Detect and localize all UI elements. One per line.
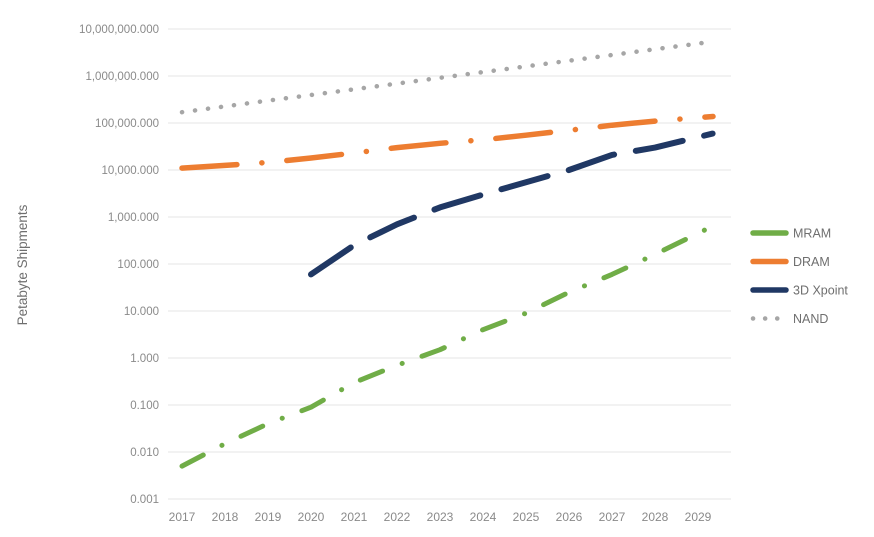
x-tick-label: 2024 bbox=[470, 510, 497, 524]
x-tick-label: 2029 bbox=[685, 510, 712, 524]
y-tick-labels: 10,000,000.000 1,000,000.000 100,000.000 10… bbox=[79, 24, 159, 506]
y-tick-label: 1,000.000 bbox=[108, 212, 159, 224]
y-tick-label: 0.001 bbox=[130, 494, 159, 506]
x-tick-label: 2021 bbox=[341, 510, 368, 524]
x-tick-label: 2027 bbox=[599, 510, 626, 524]
x-tick-label: 2023 bbox=[427, 510, 454, 524]
legend-item-mram: MRAM bbox=[750, 227, 831, 241]
x-tick-label: 2026 bbox=[556, 510, 583, 524]
series-line-nand bbox=[179, 39, 716, 115]
y-tick-label: 10.000 bbox=[124, 306, 159, 318]
legend: MRAM DRAM 3D Xpoint NAND bbox=[750, 227, 848, 326]
legend-item-dram: DRAM bbox=[750, 255, 830, 269]
series-line-dram bbox=[179, 113, 716, 171]
y-tick-label: 0.010 bbox=[130, 447, 159, 459]
legend-label: DRAM bbox=[793, 255, 830, 269]
x-tick-label: 2020 bbox=[298, 510, 325, 524]
legend-label: NAND bbox=[793, 312, 828, 326]
x-tick-labels: 2017 2018 2019 2020 2021 2022 2023 2024 2025 2026… bbox=[169, 510, 712, 524]
x-tick-label: 2022 bbox=[384, 510, 411, 524]
x-tick-label: 2025 bbox=[513, 510, 540, 524]
x-tick-label: 2028 bbox=[642, 510, 669, 524]
y-tick-label: 10,000,000.000 bbox=[79, 24, 159, 36]
y-axis-title: Petabyte Shipments bbox=[15, 204, 30, 325]
y-tick-label: 0.100 bbox=[130, 400, 159, 412]
y-tick-label: 10,000.000 bbox=[101, 165, 159, 177]
x-tick-label: 2018 bbox=[212, 510, 239, 524]
series-line-3d-xpoint bbox=[308, 130, 716, 278]
legend-label: 3D Xpoint bbox=[793, 284, 848, 298]
series-lines bbox=[179, 39, 716, 469]
y-tick-label: 1,000,000.000 bbox=[85, 71, 159, 83]
y-tick-label: 100.000 bbox=[117, 259, 159, 271]
legend-label: MRAM bbox=[793, 227, 831, 241]
y-tick-label: 1.000 bbox=[130, 353, 159, 365]
y-tick-label: 100,000.000 bbox=[95, 118, 159, 130]
gridlines bbox=[168, 28, 731, 500]
legend-item-3d-xpoint: 3D Xpoint bbox=[750, 284, 848, 298]
legend-item-nand: NAND bbox=[750, 312, 828, 326]
series-line-mram bbox=[179, 224, 714, 469]
x-tick-label: 2019 bbox=[255, 510, 282, 524]
x-tick-label: 2017 bbox=[169, 510, 196, 524]
